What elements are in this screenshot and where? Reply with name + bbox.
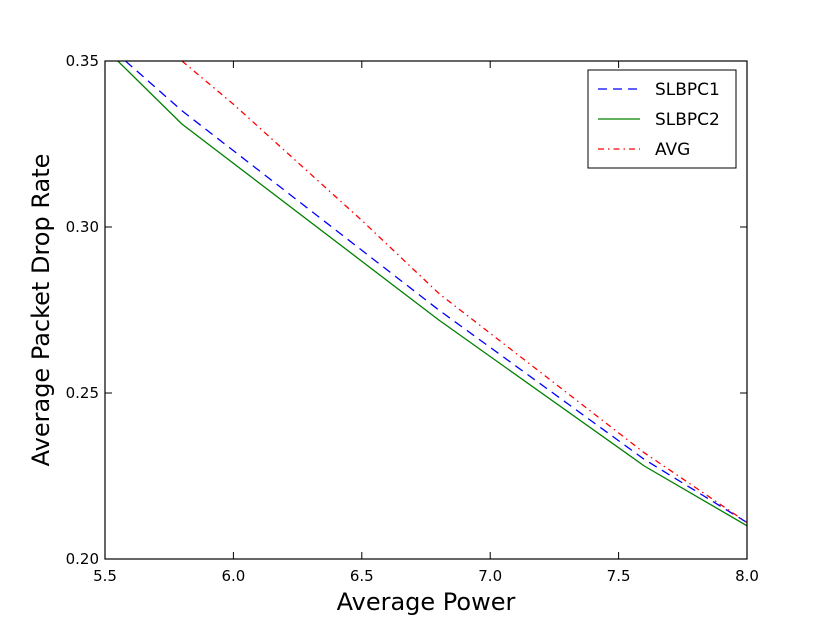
x-axis-label: Average Power [337,588,516,616]
legend-label-slbpc1: SLBPC1 [655,80,720,100]
x-tick-label: 5.5 [93,567,117,585]
plot-frame [104,60,748,560]
series-line-slbpc2 [117,61,747,527]
x-tick-label: 6.5 [350,567,374,585]
y-tick-label: 0.30 [66,218,99,236]
legend: SLBPC1 SLBPC2 AVG [587,69,737,169]
y-axis-ticks: 0.20 0.25 0.30 0.35 [66,52,747,568]
x-tick-label: 6.0 [221,567,245,585]
legend-label-avg: AVG [655,140,690,160]
y-axis-label: Average Packet Drop Rate [27,154,55,467]
x-axis-ticks: 5.5 6.0 6.5 7.0 7.5 8.0 [93,61,759,585]
series-layer [117,61,747,527]
y-tick-label: 0.20 [66,550,99,568]
plot-area: 5.5 6.0 6.5 7.0 7.5 8.0 0.20 0.25 0.30 0.35 [66,52,759,585]
y-tick-label: 0.35 [66,52,99,70]
x-tick-label: 7.0 [478,567,502,585]
legend-label-slbpc2: SLBPC2 [655,110,720,130]
y-tick-label: 0.25 [66,384,99,402]
x-tick-label: 8.0 [735,567,759,585]
x-tick-label: 7.5 [607,567,631,585]
series-line-slbpc1 [125,61,747,524]
